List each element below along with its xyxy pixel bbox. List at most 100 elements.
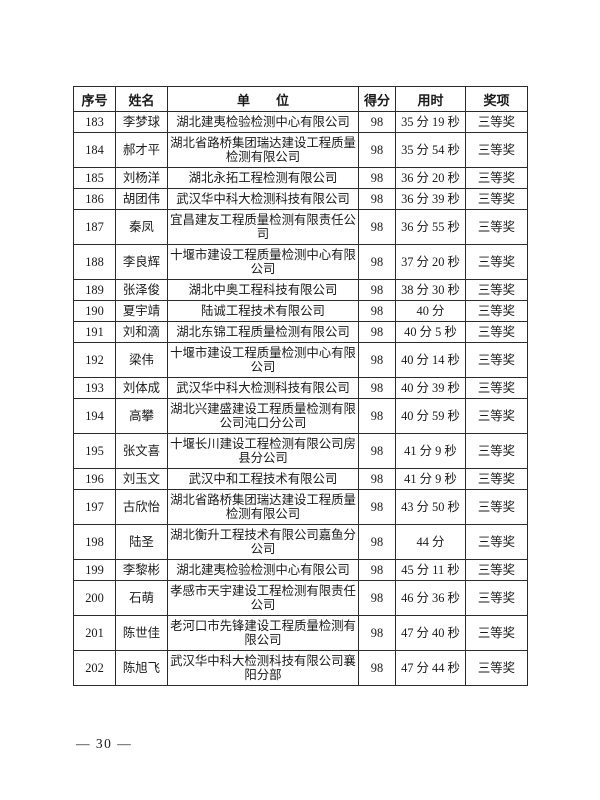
cell-name: 李黎彬: [115, 559, 168, 581]
cell-name: 张文喜: [115, 433, 168, 469]
cell-name: 石萌: [115, 580, 168, 616]
table-row: 185 刘杨洋 湖北永拓工程检测有限公司 98 36 分 20 秒三等奖: [73, 167, 528, 189]
cell-time: 41 分 9 秒: [395, 433, 466, 469]
cell-score: 98: [358, 580, 396, 616]
cell-time: 44 分: [395, 524, 466, 560]
cell-name: 秦凤: [115, 209, 168, 245]
cell-unit: 武汉中和工程技术有限公司: [167, 468, 359, 490]
cell-unit: 湖北衡升工程技术有限公司嘉鱼分公司: [167, 524, 359, 560]
cell-seq: 185: [73, 167, 116, 189]
cell-award: 三等奖: [465, 321, 528, 343]
cell-name: 古欣怡: [115, 489, 168, 525]
cell-seq: 192: [73, 342, 116, 378]
cell-unit: 武汉华中科大检测科技有限公司襄阳分部: [167, 650, 359, 686]
table-row: 189 张泽俊 湖北中奥工程科技有限公司 98 38 分 30 秒三等奖: [73, 279, 528, 301]
cell-score: 98: [358, 132, 396, 168]
cell-seq: 201: [73, 615, 116, 651]
cell-unit: 湖北省路桥集团瑞达建设工程质量检测有限公司: [167, 489, 359, 525]
table-row: 184 郝才平 湖北省路桥集团瑞达建设工程质量检测有限公司 98 35 分 54 秒三等…: [73, 132, 528, 168]
cell-seq: 189: [73, 279, 116, 301]
cell-time: 36 分 39 秒: [395, 188, 466, 210]
cell-award: 三等奖: [465, 167, 528, 189]
cell-name: 李良辉: [115, 244, 168, 280]
cell-seq: 193: [73, 377, 116, 399]
cell-name: 刘体成: [115, 377, 168, 399]
cell-unit: 湖北省路桥集团瑞达建设工程质量检测有限公司: [167, 132, 359, 168]
table-row: 187 秦凤 宜昌建友工程质量检测有限责任公司 98 36 分 55 秒三等奖: [73, 209, 528, 245]
cell-name: 刘玉文: [115, 468, 168, 490]
cell-seq: 187: [73, 209, 116, 245]
table-row: 197 古欣怡 湖北省路桥集团瑞达建设工程质量检测有限公司 98 43 分 50 秒三等…: [73, 489, 528, 525]
cell-award: 三等奖: [465, 650, 528, 686]
cell-seq: 200: [73, 580, 116, 616]
cell-award: 三等奖: [465, 279, 528, 301]
cell-score: 98: [358, 321, 396, 343]
cell-name: 李梦球: [115, 111, 168, 133]
table-row: 186 胡团伟 武汉华中科大检测科技有限公司 98 36 分 39 秒三等奖: [73, 188, 528, 210]
cell-unit: 十堰市建设工程质量检测中心有限公司: [167, 342, 359, 378]
table-row: 194 高攀 湖北兴建盛建设工程质量检测有限公司沌口分公司 98 40 分 59 秒三等…: [73, 398, 528, 434]
cell-name: 梁伟: [115, 342, 168, 378]
cell-time: 35 分 19 秒: [395, 111, 466, 133]
cell-award: 三等奖: [465, 580, 528, 616]
cell-seq: 195: [73, 433, 116, 469]
table-row: 202 陈旭飞 武汉华中科大检测科技有限公司襄阳分部 98 47 分 44 秒三等奖: [73, 650, 528, 686]
cell-unit: 湖北中奥工程科技有限公司: [167, 279, 359, 301]
cell-award: 三等奖: [465, 468, 528, 490]
cell-time: 45 分 11 秒: [395, 559, 466, 581]
cell-score: 98: [358, 615, 396, 651]
cell-unit: 武汉华中科大检测科技有限公司: [167, 377, 359, 399]
cell-award: 三等奖: [465, 209, 528, 245]
cell-name: 郝才平: [115, 132, 168, 168]
cell-seq: 199: [73, 559, 116, 581]
cell-award: 三等奖: [465, 559, 528, 581]
cell-award: 三等奖: [465, 111, 528, 133]
cell-seq: 198: [73, 524, 116, 560]
cell-score: 98: [358, 342, 396, 378]
cell-seq: 196: [73, 468, 116, 490]
table-row: 191 刘和滴 湖北东锦工程质量检测有限公司 98 40 分 5 秒三等奖: [73, 321, 528, 343]
cell-award: 三等奖: [465, 342, 528, 378]
cell-unit: 孝感市天宇建设工程检测有限责任公司: [167, 580, 359, 616]
cell-name: 陆圣: [115, 524, 168, 560]
table-row: 200 石萌 孝感市天宇建设工程检测有限责任公司 98 46 分 36 秒三等奖: [73, 580, 528, 616]
col-header-award: 奖项: [465, 86, 528, 112]
cell-score: 98: [358, 111, 396, 133]
cell-score: 98: [358, 377, 396, 399]
cell-unit: 湖北永拓工程检测有限公司: [167, 167, 359, 189]
cell-time: 40 分 5 秒: [395, 321, 466, 343]
cell-score: 98: [358, 209, 396, 245]
cell-unit: 老河口市先锋建设工程质量检测有限公司: [167, 615, 359, 651]
cell-award: 三等奖: [465, 615, 528, 651]
cell-time: 36 分 55 秒: [395, 209, 466, 245]
cell-unit: 十堰市建设工程质量检测中心有限公司: [167, 244, 359, 280]
table-row: 190 夏宇靖 陆诚工程技术有限公司 98 40 分三等奖: [73, 300, 528, 322]
cell-score: 98: [358, 188, 396, 210]
table-row: 198 陆圣 湖北衡升工程技术有限公司嘉鱼分公司 98 44 分三等奖: [73, 524, 528, 560]
cell-score: 98: [358, 489, 396, 525]
col-header-unit: 单 位: [167, 86, 359, 112]
col-header-time: 用时: [395, 86, 466, 112]
cell-seq: 188: [73, 244, 116, 280]
cell-score: 98: [358, 398, 396, 434]
col-header-score: 得分: [358, 86, 396, 112]
results-table: 序号 姓名 单 位 得分 用时 奖项 183 李梦球 湖北建夷检验检测中心有限公司 9…: [73, 86, 528, 686]
cell-time: 47 分 44 秒: [395, 650, 466, 686]
cell-score: 98: [358, 279, 396, 301]
table-row: 201 陈世佳 老河口市先锋建设工程质量检测有限公司 98 47 分 40 秒三等奖: [73, 615, 528, 651]
cell-score: 98: [358, 244, 396, 280]
table-row: 183 李梦球 湖北建夷检验检测中心有限公司 98 35 分 19 秒三等奖: [73, 111, 528, 133]
cell-seq: 186: [73, 188, 116, 210]
cell-award: 三等奖: [465, 132, 528, 168]
cell-time: 47 分 40 秒: [395, 615, 466, 651]
cell-time: 38 分 30 秒: [395, 279, 466, 301]
table-row: 199 李黎彬 湖北建夷检验检测中心有限公司 98 45 分 11 秒三等奖: [73, 559, 528, 581]
cell-award: 三等奖: [465, 300, 528, 322]
cell-unit: 陆诚工程技术有限公司: [167, 300, 359, 322]
cell-seq: 183: [73, 111, 116, 133]
cell-score: 98: [358, 167, 396, 189]
cell-seq: 194: [73, 398, 116, 434]
table-row: 188 李良辉 十堰市建设工程质量检测中心有限公司 98 37 分 20 秒三等奖: [73, 244, 528, 280]
cell-score: 98: [358, 433, 396, 469]
